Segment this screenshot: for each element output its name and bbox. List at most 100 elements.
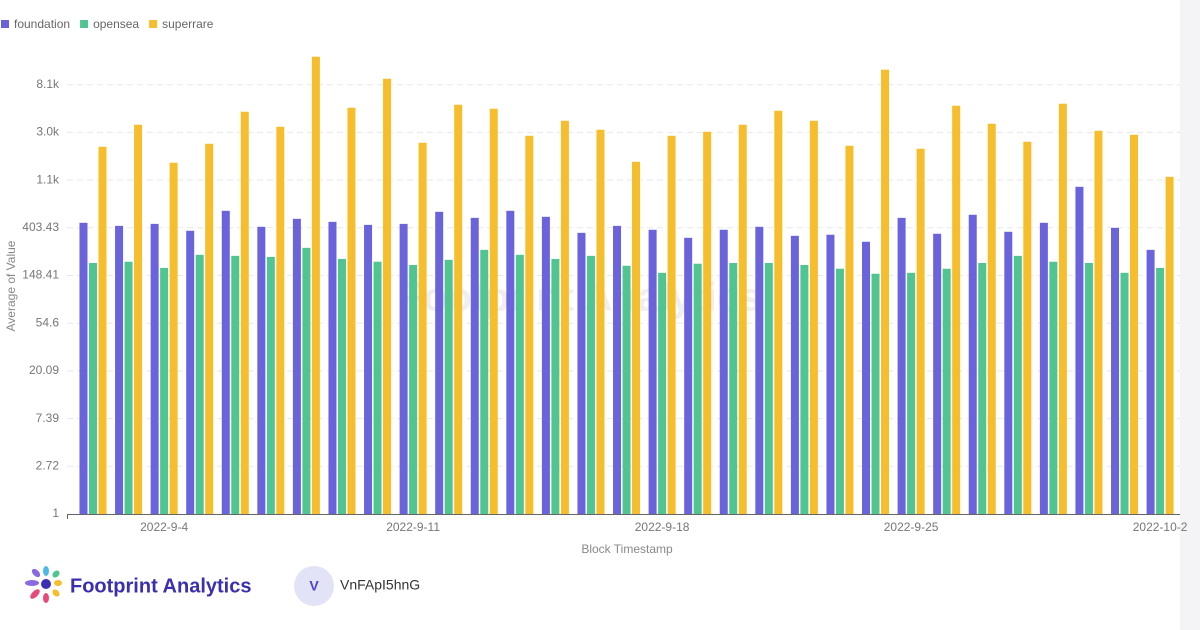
bar — [454, 104, 463, 515]
y-tick-label: 20.09 — [29, 363, 59, 377]
bar — [1084, 262, 1093, 514]
bar — [897, 217, 906, 515]
bar — [231, 255, 240, 514]
bar — [88, 262, 97, 514]
bar — [881, 69, 890, 514]
bar — [221, 210, 230, 514]
bar — [1013, 255, 1022, 514]
bar — [115, 225, 124, 514]
bar — [978, 262, 987, 514]
bar — [613, 225, 622, 514]
x-tick-label: 2022-9-25 — [884, 520, 939, 534]
bar — [124, 261, 133, 514]
scrollbar-track — [1180, 0, 1200, 630]
bar — [444, 259, 453, 514]
bar — [195, 254, 204, 514]
bar — [399, 223, 408, 514]
bar — [409, 264, 418, 514]
footprint-logo — [25, 566, 62, 603]
bar — [800, 264, 809, 514]
bar — [809, 120, 818, 515]
y-tick-label: 2.72 — [36, 458, 60, 472]
bar — [480, 249, 489, 514]
bar — [337, 258, 346, 514]
bar — [684, 237, 693, 515]
bar — [435, 211, 444, 515]
bar — [1156, 267, 1165, 514]
bar — [596, 129, 605, 514]
bar — [560, 120, 569, 515]
bar — [1049, 261, 1058, 514]
bar — [1165, 176, 1174, 514]
y-tick-label: 1 — [52, 506, 59, 520]
bar — [1004, 231, 1013, 514]
bar — [470, 217, 479, 515]
y-tick-label: 54.6 — [36, 315, 60, 329]
bar — [1146, 249, 1155, 514]
x-axis-title: Block Timestamp — [581, 542, 673, 556]
bar — [1111, 227, 1120, 514]
bar — [577, 232, 586, 514]
bar — [755, 226, 764, 515]
bar — [719, 229, 728, 515]
bar — [150, 223, 159, 514]
bar — [311, 56, 320, 514]
user-name: VnFApI5hnG — [340, 577, 420, 593]
y-tick-label: 403.43 — [22, 220, 59, 234]
bar — [98, 146, 107, 515]
bar — [489, 108, 498, 514]
y-tick-label: 7.39 — [36, 411, 60, 425]
bar — [703, 131, 712, 515]
bar — [738, 124, 747, 514]
bar — [1023, 141, 1032, 514]
y-tick-label: 148.41 — [22, 268, 59, 282]
bar — [328, 221, 337, 514]
bar — [1120, 272, 1129, 514]
avatar-letter: V — [309, 578, 319, 594]
bar — [826, 234, 835, 515]
bar — [205, 143, 214, 514]
bar — [729, 262, 738, 514]
bar — [586, 255, 595, 514]
bar — [1094, 130, 1103, 514]
legend-label: superrare — [162, 17, 214, 31]
bar — [845, 145, 854, 514]
bar — [276, 126, 285, 514]
bar — [648, 229, 657, 515]
bar — [916, 148, 925, 515]
bar — [266, 256, 275, 514]
bar — [240, 111, 249, 514]
bar — [1075, 186, 1084, 515]
brand-name: Footprint Analytics — [70, 575, 251, 597]
bar — [506, 210, 515, 514]
legend-label: foundation — [14, 17, 70, 31]
bar — [79, 222, 88, 514]
bar — [667, 135, 676, 514]
bar — [871, 273, 880, 514]
bar — [933, 233, 942, 515]
bar — [1039, 222, 1048, 514]
bar — [418, 142, 427, 514]
bar — [364, 224, 373, 514]
bar — [790, 235, 799, 515]
bar — [515, 254, 524, 514]
legend-swatch — [80, 20, 89, 28]
bar — [1058, 103, 1067, 515]
x-tick-label: 2022-9-11 — [386, 520, 440, 534]
y-tick-label: 3.0k — [36, 125, 60, 139]
bar — [952, 105, 961, 514]
bar — [373, 261, 382, 514]
bar — [774, 110, 783, 514]
bar — [383, 78, 392, 514]
x-tick-label: 2022-9-18 — [635, 520, 690, 534]
bar — [551, 258, 560, 514]
legend-swatch — [1, 20, 9, 28]
bar — [134, 124, 143, 514]
bar — [169, 162, 178, 515]
bar — [907, 272, 916, 514]
bar — [862, 241, 871, 514]
bar — [764, 262, 773, 514]
y-tick-label: 8.1k — [36, 77, 60, 91]
y-tick-label: 1.1k — [36, 172, 60, 186]
